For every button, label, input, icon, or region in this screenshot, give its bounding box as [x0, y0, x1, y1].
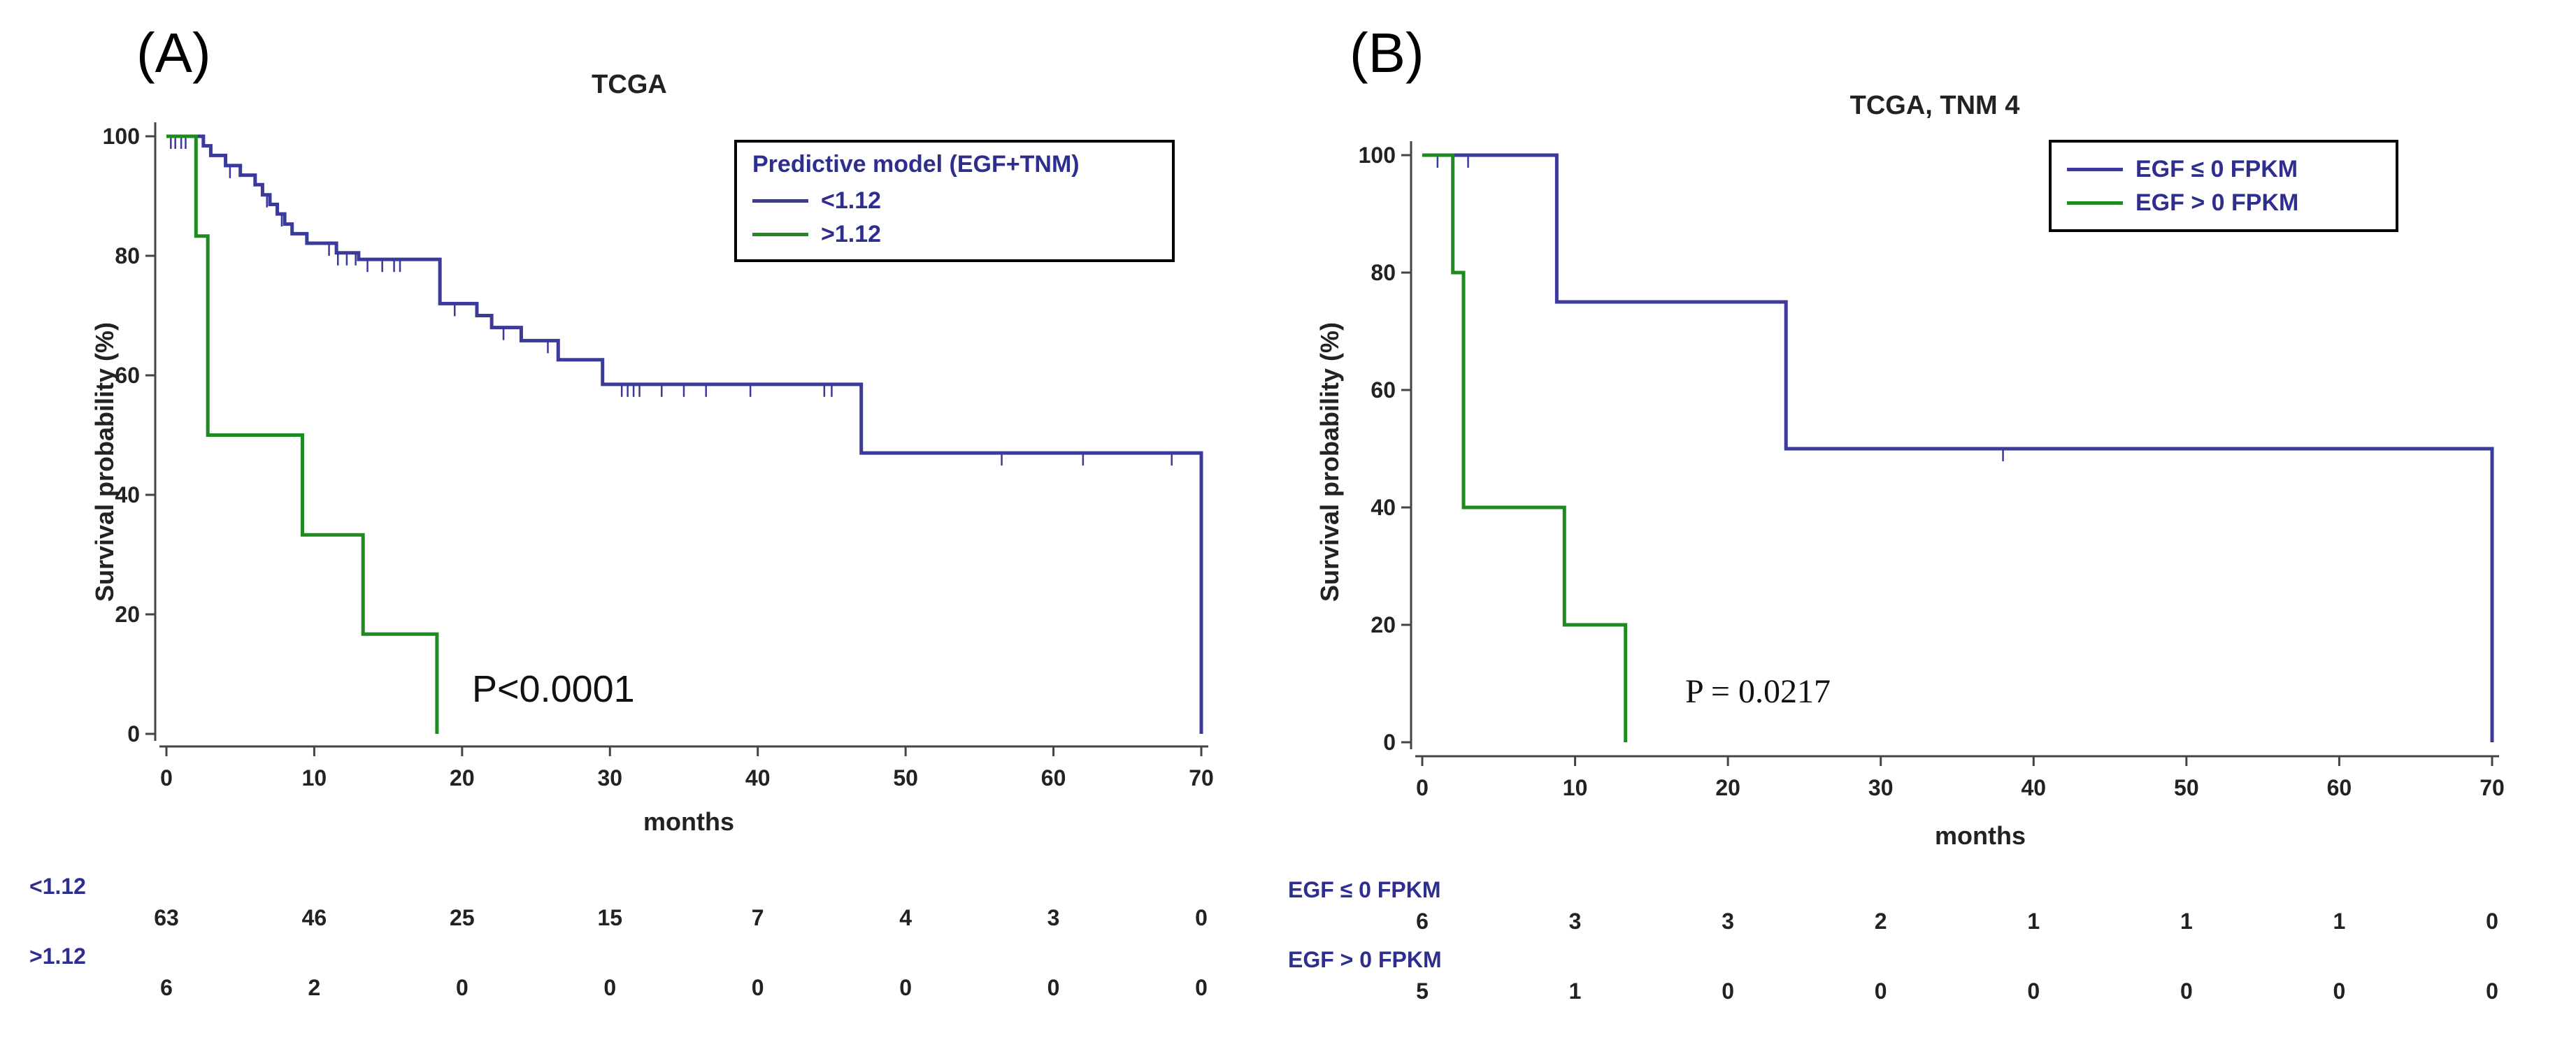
x-tick-label: 50: [2174, 775, 2199, 800]
risk-count: 0: [751, 975, 764, 1000]
panel-label: (A): [136, 22, 211, 84]
risk-count: 25: [450, 905, 475, 930]
km-curve-series-2: [1422, 153, 1628, 742]
x-axis-label: months: [1935, 821, 2026, 850]
km-plot: 0 20 40 60 80 100 0 10 20 30 40 50 60 70: [103, 122, 1214, 790]
risk-count: 0: [2180, 978, 2193, 1004]
y-tick-label: 20: [115, 602, 140, 627]
x-tick-label: 10: [1563, 775, 1588, 800]
y-tick-label: 80: [115, 243, 140, 268]
chart-title: TCGA, TNM 4: [1849, 91, 2020, 120]
legend-entry: >1.12: [752, 217, 1157, 251]
panel-label: (B): [1350, 22, 1424, 84]
y-tick-label: 40: [1371, 495, 1396, 520]
p-value: P = 0.0217: [1685, 673, 1831, 710]
risk-count: 0: [1195, 905, 1208, 930]
panel-b: (B) TCGA, TNM 4 Survival probability (%)…: [1288, 0, 2576, 1040]
x-tick-label: 20: [1715, 775, 1740, 800]
risk-count: 2: [1874, 909, 1887, 934]
panel-a: (A) TCGA Survival probability (%) months…: [29, 22, 1214, 1000]
p-value: P<0.0001: [472, 668, 635, 710]
risk-count: 63: [154, 905, 179, 930]
risk-count: 46: [301, 905, 327, 930]
risk-count: 0: [2027, 978, 2040, 1004]
risk-count: 0: [1722, 978, 1735, 1004]
legend: Predictive model (EGF+TNM) <1.12 >1.12: [734, 140, 1175, 262]
legend-entry: EGF ≤ 0 FPKM: [2067, 152, 2380, 186]
risk-count: 3: [1722, 909, 1735, 934]
risk-count: 0: [1874, 978, 1887, 1004]
y-tick-label: 60: [1371, 377, 1396, 403]
legend-swatch: [2067, 167, 2123, 171]
risk-count: 1: [2027, 909, 2040, 934]
risk-count: 15: [597, 905, 623, 930]
risk-count: 0: [899, 975, 913, 1000]
x-tick-label: 40: [745, 765, 771, 790]
risk-row-label: <1.12: [29, 874, 86, 899]
km-curve-series-1: [166, 134, 1203, 734]
legend-swatch: [2067, 201, 2123, 205]
legend-swatch: [752, 198, 808, 203]
risk-count: 5: [1416, 978, 1429, 1004]
y-tick-label: 100: [103, 124, 140, 149]
km-plot: 0 20 40 60 80 100 0 10 20 30 40 50 60 70: [1359, 141, 2505, 800]
risk-count: 0: [2486, 978, 2498, 1004]
y-tick-label: 0: [127, 721, 140, 746]
x-tick-label: 70: [1189, 765, 1214, 790]
x-tick-label: 30: [1868, 775, 1894, 800]
risk-row-label: EGF > 0 FPKM: [1288, 947, 1442, 972]
chart-title: TCGA: [592, 70, 667, 99]
km-curve-series-1: [1422, 153, 2494, 742]
risk-count: 0: [603, 975, 617, 1000]
legend-swatch: [752, 232, 808, 236]
x-tick-label: 0: [1416, 775, 1429, 800]
y-tick-label: 60: [115, 363, 140, 388]
legend: EGF ≤ 0 FPKM EGF > 0 FPKM: [2049, 140, 2398, 232]
risk-count: 1: [2333, 909, 2346, 934]
risk-count: 6: [160, 975, 173, 1000]
risk-count: 6: [1416, 909, 1429, 934]
x-tick-label: 60: [1041, 765, 1066, 790]
y-tick-label: 100: [1359, 143, 1396, 168]
x-tick-label: 60: [2327, 775, 2352, 800]
risk-count: 1: [1568, 978, 1582, 1004]
x-tick-label: 70: [2480, 775, 2505, 800]
x-tick-label: 20: [450, 765, 475, 790]
legend-label: EGF ≤ 0 FPKM: [2135, 155, 2298, 182]
y-tick-label: 80: [1371, 260, 1396, 285]
risk-count: 3: [1568, 909, 1582, 934]
x-tick-label: 10: [302, 765, 327, 790]
risk-row-label: >1.12: [29, 944, 86, 969]
risk-count: 0: [455, 975, 468, 1000]
legend-title: Predictive model (EGF+TNM): [752, 151, 1080, 178]
x-tick-label: 50: [893, 765, 918, 790]
x-tick-label: 0: [160, 765, 173, 790]
x-axis-label: months: [643, 807, 734, 836]
x-tick-label: 40: [2021, 775, 2046, 800]
y-tick-label: 0: [1383, 730, 1396, 755]
km-curve-series-2: [166, 134, 439, 734]
risk-count: 4: [899, 905, 913, 930]
risk-row-label: EGF ≤ 0 FPKM: [1288, 877, 1441, 902]
risk-count: 0: [1047, 975, 1060, 1000]
risk-count: 0: [2486, 909, 2498, 934]
risk-count: 2: [308, 975, 321, 1000]
risk-count: 0: [2333, 978, 2346, 1004]
risk-count: 7: [751, 905, 764, 930]
y-tick-label: 20: [1371, 612, 1396, 637]
risk-count: 1: [2180, 909, 2193, 934]
legend-label: <1.12: [821, 187, 882, 214]
legend-label: EGF > 0 FPKM: [2135, 189, 2299, 216]
risk-count: 0: [1195, 975, 1208, 1000]
risk-count: 3: [1047, 905, 1060, 930]
legend-label: >1.12: [821, 220, 882, 247]
x-tick-label: 30: [597, 765, 622, 790]
legend-entry: <1.12: [752, 184, 1157, 217]
legend-entry: EGF > 0 FPKM: [2067, 186, 2380, 219]
y-tick-label: 40: [115, 482, 140, 507]
